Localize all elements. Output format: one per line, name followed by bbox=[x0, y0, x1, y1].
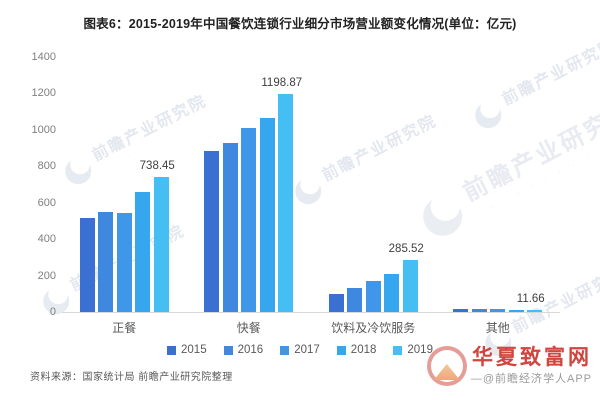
bar-其他-2019 bbox=[527, 309, 543, 312]
legend: 2015 2016 2017 2018 2019 bbox=[0, 344, 600, 356]
site-name: 华夏致富网 bbox=[472, 346, 592, 369]
legend-item-2017: 2017 bbox=[280, 344, 320, 356]
bar-饮料及冷饮服务-2015 bbox=[328, 293, 344, 312]
legend-swatch bbox=[336, 345, 346, 355]
legend-swatch bbox=[393, 345, 403, 355]
bar-快餐-2015 bbox=[204, 150, 220, 312]
bar-快餐-2016 bbox=[222, 142, 238, 312]
bar-快餐-2017 bbox=[241, 128, 257, 312]
bar-value-label: 1198.87 bbox=[261, 76, 303, 89]
bar-正餐-2019 bbox=[153, 177, 169, 312]
byline: —@前瞻经济学人APP bbox=[470, 373, 592, 386]
legend-swatch bbox=[223, 345, 233, 355]
y-axis-tick-label: 200 bbox=[37, 269, 56, 282]
legend-item-label: 2017 bbox=[294, 344, 320, 356]
y-axis-tick-label: 1000 bbox=[31, 123, 56, 136]
legend-item-label: 2019 bbox=[407, 344, 433, 356]
source-note: 资料来源：国家统计局 前瞻产业研究院整理 bbox=[30, 372, 233, 383]
huaxia-logo-icon bbox=[426, 346, 467, 386]
legend-item-label: 2015 bbox=[181, 344, 207, 356]
bar-其他-2015 bbox=[453, 309, 469, 312]
bar-value-label: 11.66 bbox=[516, 292, 545, 305]
bar-快餐-2019 bbox=[278, 93, 294, 312]
legend-item-label: 2016 bbox=[237, 344, 264, 356]
y-axis-tick-label: 0 bbox=[49, 306, 56, 318]
y-axis-tick-label: 400 bbox=[37, 233, 56, 246]
bar-正餐-2015 bbox=[79, 217, 95, 312]
bar-value-label: 285.52 bbox=[388, 242, 424, 255]
category-label-其他: 其他 bbox=[485, 321, 510, 335]
bar-正餐-2016 bbox=[98, 212, 114, 312]
bar-饮料及冷饮服务-2019 bbox=[402, 259, 418, 312]
y-axis-tick-label: 600 bbox=[37, 196, 56, 209]
legend-item-2019: 2019 bbox=[393, 344, 433, 356]
bar-饮料及冷饮服务-2016 bbox=[347, 287, 363, 312]
x-axis-line bbox=[62, 312, 560, 313]
bar-value-label: 738.45 bbox=[139, 160, 175, 173]
legend-item-label: 2018 bbox=[350, 344, 377, 356]
y-axis-tick-label: 800 bbox=[37, 160, 56, 173]
y-axis-tick-label: 1200 bbox=[31, 87, 56, 100]
page-title: 图表6：2015-2019年中国餐饮连锁行业细分市场营业额变化情况(单位：亿元) bbox=[83, 17, 517, 31]
legend-item-2015: 2015 bbox=[167, 344, 207, 356]
legend-item-2016: 2016 bbox=[223, 344, 264, 356]
bar-其他-2017 bbox=[490, 309, 506, 312]
legend-item-2018: 2018 bbox=[336, 344, 377, 356]
bar-其他-2016 bbox=[471, 309, 487, 312]
bar-正餐-2017 bbox=[116, 213, 132, 312]
bar-饮料及冷饮服务-2017 bbox=[365, 281, 381, 312]
legend-swatch bbox=[280, 345, 290, 355]
bar-饮料及冷饮服务-2018 bbox=[384, 274, 400, 312]
footer-logo: 华夏致富网 —@前瞻经济学人APP bbox=[426, 346, 592, 386]
category-label-饮料及冷饮服务: 饮料及冷饮服务 bbox=[331, 321, 416, 335]
bar-快餐-2018 bbox=[259, 118, 275, 312]
category-label-快餐: 快餐 bbox=[236, 321, 261, 335]
legend-swatch bbox=[167, 345, 177, 355]
bar-正餐-2018 bbox=[135, 192, 151, 312]
category-label-正餐: 正餐 bbox=[112, 321, 137, 335]
bar-其他-2018 bbox=[508, 309, 524, 312]
y-axis-tick-label: 1400 bbox=[31, 51, 56, 63]
